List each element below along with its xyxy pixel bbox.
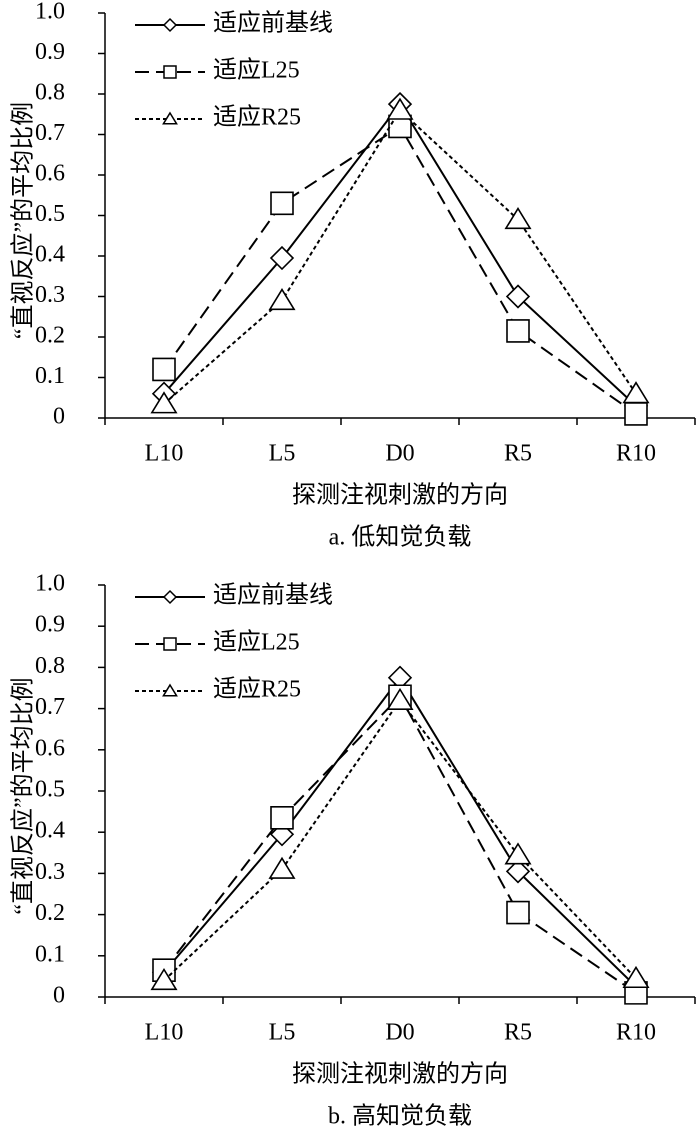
legend-marker — [162, 683, 178, 697]
point-marker — [505, 859, 531, 884]
y-tick-label: 0.6 — [35, 161, 65, 187]
legend-marker — [163, 65, 177, 79]
point-marker — [386, 687, 414, 710]
point-marker — [504, 842, 532, 865]
legend-marker — [162, 17, 178, 33]
x-tick-label: R5 — [504, 441, 532, 467]
x-tick-label: L10 — [145, 441, 184, 467]
legend-marker — [162, 589, 178, 605]
y-tick-label: 0.9 — [35, 39, 65, 65]
legend-label: 适应L25 — [213, 57, 300, 84]
x-axis-title: 探测注视刺激的方向 — [292, 482, 508, 509]
point-marker — [506, 319, 530, 343]
point-marker — [268, 856, 296, 879]
series-line — [163, 675, 637, 988]
x-tick-label: R5 — [504, 1020, 532, 1046]
y-tick-label: 0.3 — [35, 282, 65, 308]
chart-title: a. 低知觉负载 — [329, 524, 472, 551]
x-axis-title: 探测注视刺激的方向 — [292, 1061, 508, 1088]
legend-marker — [163, 637, 177, 651]
point-marker — [268, 288, 296, 311]
y-tick-label: 0.9 — [35, 612, 65, 638]
y-tick-label: 1.0 — [35, 571, 65, 597]
x-tick-label: D0 — [385, 441, 414, 467]
legend-label: 适应前基线 — [213, 582, 333, 609]
x-tick-label: R10 — [616, 1020, 656, 1046]
y-tick-label: 0.5 — [35, 777, 65, 803]
y-tick-label: 0.7 — [35, 120, 65, 146]
y-tick-label: 0.1 — [35, 941, 65, 967]
y-tick-label: 0.8 — [35, 80, 65, 106]
y-tick-label: 1.0 — [35, 0, 65, 25]
series-line — [163, 698, 637, 982]
x-tick-label: R10 — [616, 441, 656, 467]
legend-label: 适应L25 — [213, 629, 300, 656]
point-marker — [622, 381, 650, 404]
point-marker — [270, 191, 294, 216]
y-tick-label: 0.6 — [35, 735, 65, 761]
series-line — [163, 108, 637, 405]
y-tick-label: 0.3 — [35, 859, 65, 885]
y-axis-title: “直视反应”的平均比例 — [10, 102, 37, 339]
point-marker — [270, 805, 294, 830]
series-line — [163, 102, 637, 407]
point-marker — [505, 284, 531, 309]
point-marker — [504, 207, 532, 230]
point-marker — [150, 967, 178, 991]
y-tick-label: 0.8 — [35, 653, 65, 679]
series-line — [163, 694, 637, 994]
point-marker — [506, 900, 530, 925]
x-tick-label: L5 — [269, 441, 296, 467]
y-tick-label: 0 — [53, 983, 65, 1009]
x-tick-label: L5 — [269, 1020, 296, 1046]
y-axis-title: “直视反应”的平均比例 — [10, 677, 37, 914]
legend-label: 适应R25 — [213, 676, 301, 703]
y-tick-label: 0.7 — [35, 694, 65, 720]
series-line — [163, 124, 637, 415]
legend-marker — [162, 111, 178, 125]
y-tick-label: 0 — [53, 404, 65, 430]
point-marker — [622, 965, 650, 989]
y-tick-label: 0.2 — [35, 900, 65, 926]
y-tick-label: 0.4 — [35, 242, 65, 268]
x-tick-label: L10 — [145, 1020, 184, 1046]
chart-title: b. 高知觉负载 — [328, 1103, 472, 1130]
point-marker — [152, 357, 176, 382]
y-tick-label: 0.1 — [35, 363, 65, 389]
x-tick-label: D0 — [385, 1020, 414, 1046]
point-marker — [386, 97, 414, 120]
y-tick-label: 0.2 — [35, 323, 65, 349]
legend-label: 适应R25 — [213, 104, 301, 131]
y-tick-label: 0.4 — [35, 818, 65, 844]
point-marker — [269, 245, 295, 271]
point-marker — [150, 391, 178, 414]
y-tick-label: 0.5 — [35, 201, 65, 227]
legend-label: 适应前基线 — [213, 10, 333, 37]
point-marker — [624, 402, 648, 426]
